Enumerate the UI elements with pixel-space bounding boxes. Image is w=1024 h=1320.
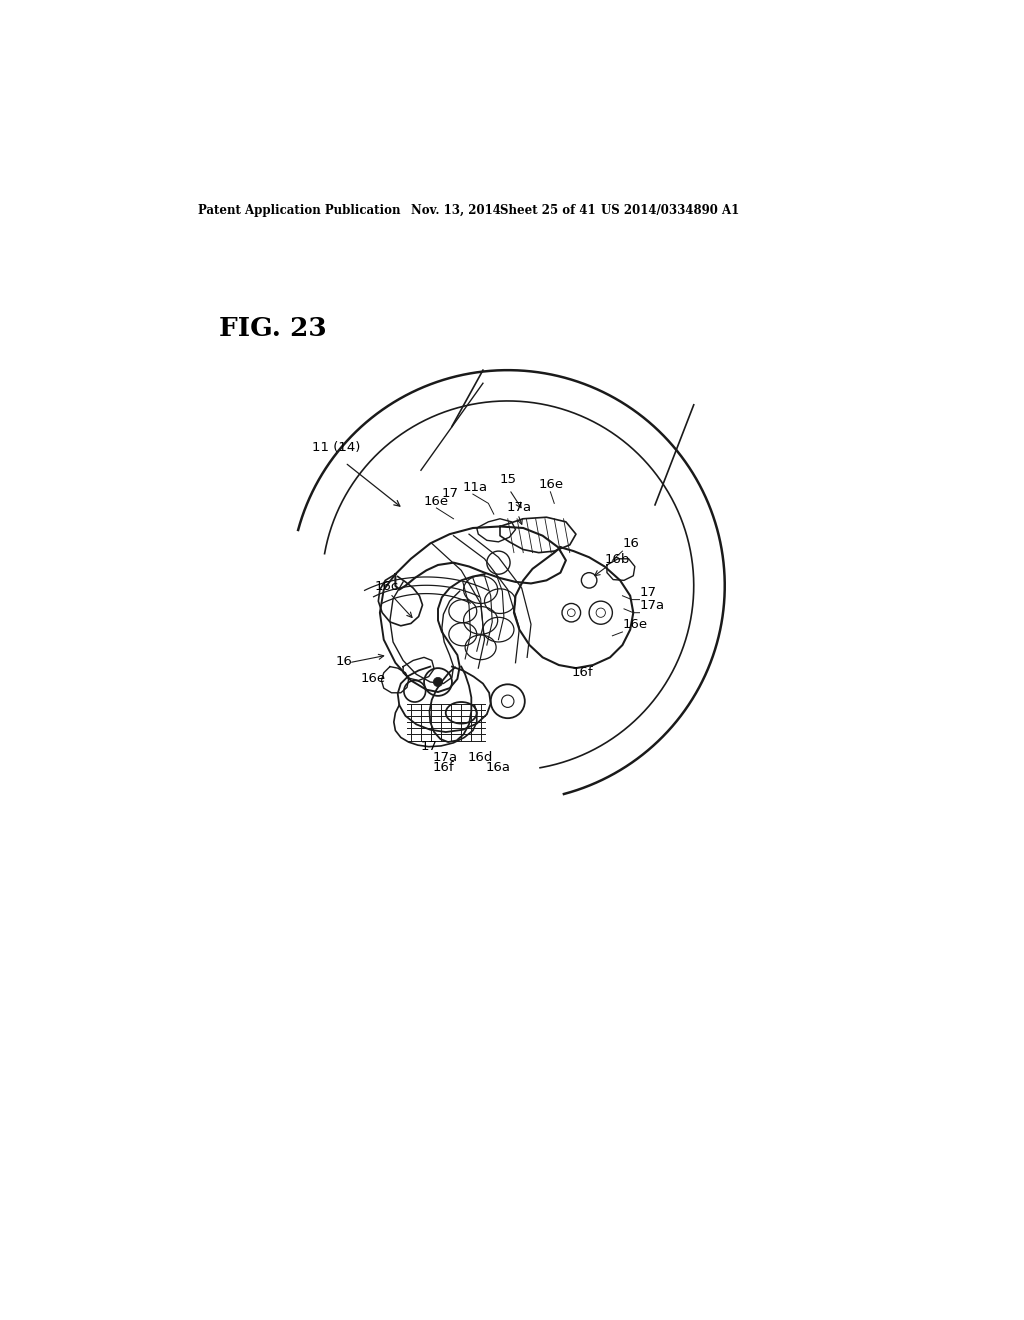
Text: 11 (14): 11 (14) xyxy=(312,441,360,454)
Text: 17: 17 xyxy=(421,739,438,752)
Text: 16a: 16a xyxy=(486,762,511,775)
Text: Nov. 13, 2014: Nov. 13, 2014 xyxy=(411,203,501,216)
Text: 16: 16 xyxy=(336,655,352,668)
Text: 16f: 16f xyxy=(571,665,593,678)
Text: 16e: 16e xyxy=(424,495,450,508)
Text: 11a: 11a xyxy=(463,480,487,494)
Text: 16e: 16e xyxy=(539,478,564,491)
Text: 15: 15 xyxy=(500,474,517,486)
Text: 16e: 16e xyxy=(360,672,386,685)
Text: 16e: 16e xyxy=(623,618,647,631)
Text: 17: 17 xyxy=(640,586,656,599)
Text: 17: 17 xyxy=(442,487,459,500)
Text: Sheet 25 of 41: Sheet 25 of 41 xyxy=(500,203,596,216)
Text: 16f: 16f xyxy=(432,762,455,775)
Text: FIG. 23: FIG. 23 xyxy=(219,315,328,341)
Text: 16b: 16b xyxy=(604,553,630,566)
Text: 16d: 16d xyxy=(467,751,493,764)
Text: 16c: 16c xyxy=(375,579,398,593)
Text: Patent Application Publication: Patent Application Publication xyxy=(198,203,400,216)
Text: 17a: 17a xyxy=(432,751,458,763)
Text: 17a: 17a xyxy=(506,502,531,513)
Text: 17a: 17a xyxy=(640,599,665,612)
Text: US 2014/0334890 A1: US 2014/0334890 A1 xyxy=(601,203,739,216)
Circle shape xyxy=(433,677,442,686)
Text: 16: 16 xyxy=(623,537,639,550)
